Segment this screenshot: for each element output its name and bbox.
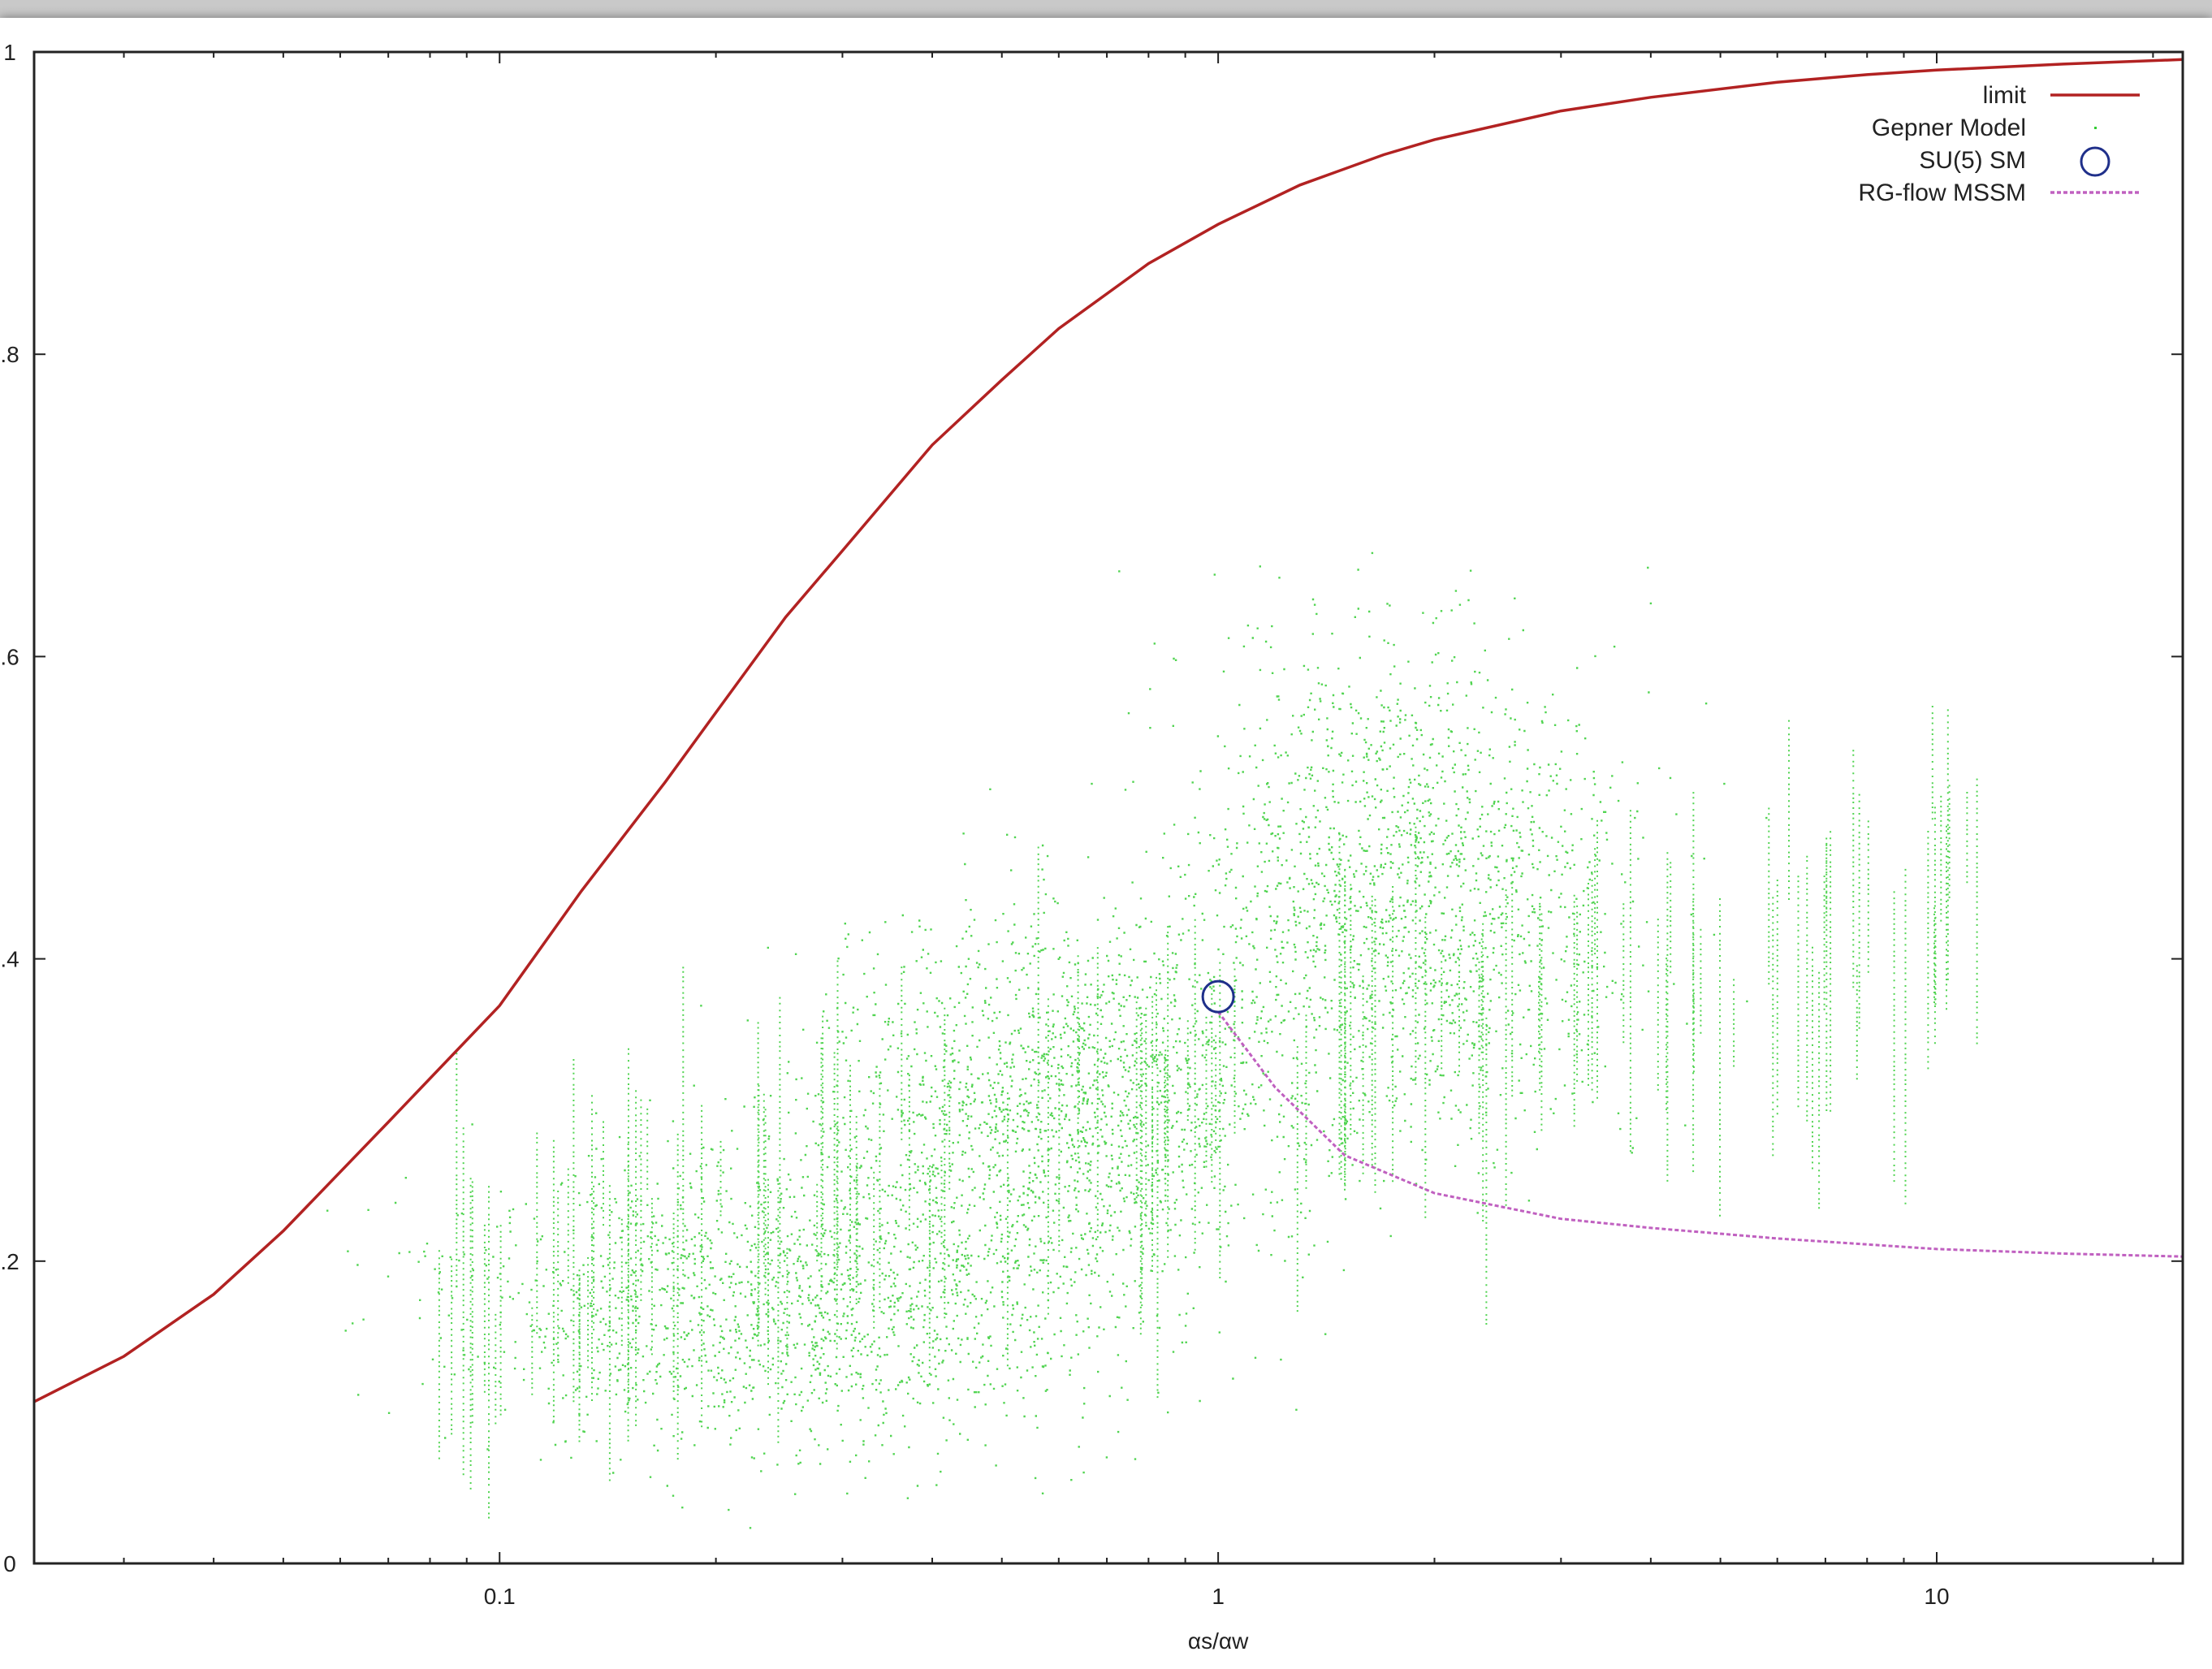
legend: limit Gepner Model SU(5) SM RG-flow MSSM — [1858, 82, 2140, 206]
rg-flow-mssm-line — [1216, 1010, 2184, 1258]
y-tick-label: .8 — [0, 342, 19, 367]
y-tick-label: .4 — [0, 947, 19, 972]
series-lines — [33, 58, 2184, 1403]
y-tick-label: .2 — [0, 1249, 19, 1274]
y-tick-label: 0 — [3, 1551, 16, 1576]
scatter-chart: 0 .2 .4 .6 .8 1 0.1 1 10 αs/αw limit Gepner Model… — [0, 40, 2184, 1654]
legend-label: limit — [1983, 82, 2027, 109]
y-tick-label: .6 — [0, 644, 19, 669]
x-tick-label: 10 — [1924, 1584, 1949, 1609]
legend-label: SU(5) SM — [1919, 147, 2026, 174]
x-tick-label: 0.1 — [484, 1584, 516, 1609]
legend-swatch — [2080, 146, 2110, 177]
legend-label: Gepner Model — [1872, 115, 2026, 141]
legend-swatch — [2094, 127, 2097, 129]
x-tick-label: 1 — [1212, 1584, 1225, 1609]
gepner-model-points — [326, 551, 1978, 1529]
gepner-model-point-cloud — [326, 551, 1978, 1529]
su5-sm-marker — [1201, 979, 1235, 1014]
axis-ticks — [34, 51, 2183, 1564]
legend-label: RG-flow MSSM — [1858, 179, 2026, 206]
plot-frame — [32, 50, 2184, 1565]
tick-labels: 0 .2 .4 .6 .8 1 0.1 1 10 — [0, 40, 1949, 1609]
chart-canvas: 0 .2 .4 .6 .8 1 0.1 1 10 αs/αw limit Gepner Model… — [0, 18, 2212, 1669]
y-tick-label: 1 — [3, 40, 16, 65]
x-axis-label: αs/αw — [1188, 1628, 1249, 1654]
limit-line — [33, 58, 2184, 1403]
